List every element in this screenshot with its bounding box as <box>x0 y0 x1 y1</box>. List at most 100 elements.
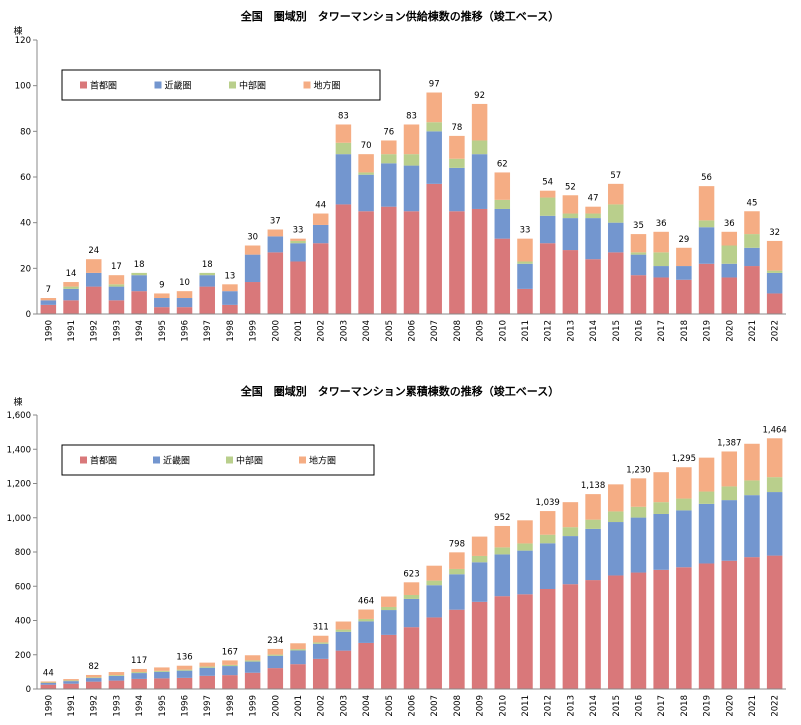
bar-segment-首都圏 <box>176 307 193 314</box>
annual-supply-chart-panel: 全国 圏域別 タワーマンション供給棟数の推移（竣工ベース） 棟 0 20 40 60 8… <box>0 0 801 352</box>
bar-segment-首都圏 <box>608 252 624 314</box>
bar-segment-中部圏 <box>653 252 669 267</box>
bar-total-label: 97 <box>429 80 440 90</box>
x-tick-label: 2013 <box>566 695 576 717</box>
chart-title: 全国 圏域別 タワーマンション供給棟数の推移（竣工ベース） <box>240 9 559 23</box>
bar-segment-地方圏 <box>449 552 465 569</box>
bar-segment-首都圏 <box>562 584 579 689</box>
bar-segment-地方圏 <box>517 520 533 544</box>
bar-segment-近畿圏 <box>766 272 783 294</box>
y-tick-label: 600 <box>15 582 31 592</box>
bar-segment-首都圏 <box>222 675 238 689</box>
y-tick-label: 1,200 <box>7 480 31 490</box>
bar-segment-首都圏 <box>244 282 261 314</box>
y-tick-label: 0 <box>26 310 31 320</box>
bar-segment-近畿圏 <box>562 218 579 251</box>
bar-segment-地方圏 <box>449 135 465 159</box>
bar-segment-首都圏 <box>154 678 170 689</box>
legend-swatch-中部圏 <box>229 81 236 89</box>
bar-total-label: 56 <box>701 173 712 183</box>
bar-total-label: 83 <box>406 111 417 121</box>
bar-segment-近畿圏 <box>131 275 147 292</box>
bar-segment-中部圏 <box>131 672 147 674</box>
x-tick-label: 1999 <box>249 320 259 342</box>
bar-segment-中部圏 <box>471 140 488 155</box>
bar-segment-中部圏 <box>744 234 760 248</box>
x-tick-label: 2000 <box>271 320 281 342</box>
bar-segment-中部圏 <box>517 543 533 551</box>
legend-label-中部圏: 中部圏 <box>236 455 263 467</box>
bar-segment-近畿圏 <box>653 513 669 570</box>
bar-segment-地方圏 <box>381 596 397 607</box>
bar-total-label: 44 <box>315 201 326 211</box>
bar-segment-首都圏 <box>426 617 442 689</box>
bar-segment-地方圏 <box>108 275 125 285</box>
bar-total-label: 234 <box>267 636 283 646</box>
y-tick-label: 100 <box>15 82 31 92</box>
bar-segment-首都圏 <box>698 563 715 689</box>
bar-segment-近畿圏 <box>403 165 420 212</box>
bar-segment-地方圏 <box>335 621 352 630</box>
x-tick-label: 2005 <box>385 320 395 342</box>
y-tick-label: 80 <box>20 127 31 137</box>
bar-segment-地方圏 <box>766 438 783 478</box>
bar-segment-近畿圏 <box>676 266 692 280</box>
x-tick-label: 2007 <box>430 695 440 717</box>
y-tick-label: 400 <box>15 617 31 627</box>
x-tick-label: 2003 <box>339 320 349 342</box>
legend-swatch-中部圏 <box>226 456 233 464</box>
bar-segment-地方圏 <box>585 206 601 214</box>
bar-segment-首都圏 <box>199 675 215 689</box>
bar-total-label: 92 <box>474 91 485 101</box>
cumulative-chart: 全国 圏域別 タワーマンション累積棟数の推移（竣工ベース） 棟 0 200 400 6… <box>7 384 787 717</box>
x-tick-label: 1990 <box>44 695 54 717</box>
bar-segment-近畿圏 <box>267 655 284 669</box>
bar-segment-中部圏 <box>630 506 647 518</box>
bar-segment-地方圏 <box>630 478 647 507</box>
bar-segment-首都圏 <box>403 211 420 314</box>
bar-segment-中部圏 <box>608 511 624 523</box>
bar-segment-中部圏 <box>335 629 352 632</box>
bar-segment-近畿圏 <box>199 275 215 287</box>
bar-segment-中部圏 <box>449 568 465 575</box>
bar-segment-首都圏 <box>653 569 669 689</box>
y-tick-label: 120 <box>15 36 31 46</box>
bar-segment-首都圏 <box>312 243 329 314</box>
bar-segment-中部圏 <box>608 204 624 223</box>
bar-segment-近畿圏 <box>312 224 329 244</box>
y-axis-unit-label: 棟 <box>13 25 22 37</box>
y-tick-label: 1,000 <box>7 514 31 524</box>
bar-segment-近畿圏 <box>222 291 238 305</box>
bar-segment-中部圏 <box>539 534 556 544</box>
legend-swatch-地方圏 <box>303 81 311 89</box>
x-tick-label: 2000 <box>271 695 281 717</box>
bar-segment-近畿圏 <box>244 254 261 283</box>
bar-segment-中部圏 <box>108 284 125 287</box>
bar-segment-地方圏 <box>40 298 57 301</box>
bar-total-label: 464 <box>358 597 374 607</box>
bar-segment-中部圏 <box>381 154 397 164</box>
bar-total-label: 952 <box>494 513 510 523</box>
bar-segment-地方圏 <box>312 213 329 225</box>
bar-segment-地方圏 <box>721 451 738 487</box>
x-tick-label: 1996 <box>181 320 191 342</box>
bar-segment-地方圏 <box>40 681 57 683</box>
bar-segment-近畿圏 <box>63 288 79 301</box>
bar-segment-首都圏 <box>721 277 738 314</box>
bar-segment-近畿圏 <box>517 550 533 595</box>
x-tick-label: 1993 <box>112 695 122 717</box>
bar-total-label: 62 <box>497 159 508 169</box>
bar-segment-中部圏 <box>244 660 261 662</box>
x-tick-label: 2022 <box>771 320 781 342</box>
bar-segment-首都圏 <box>766 555 783 689</box>
bar-segment-近畿圏 <box>608 522 624 576</box>
bar-segment-地方圏 <box>154 667 170 671</box>
bar-segment-中部圏 <box>426 580 442 586</box>
x-tick-label: 2008 <box>453 695 463 717</box>
bar-segment-首都圏 <box>335 650 352 689</box>
bar-segment-近畿圏 <box>403 598 420 628</box>
x-tick-label: 1998 <box>226 695 236 717</box>
y-tick-label: 800 <box>15 548 31 558</box>
x-tick-label: 2017 <box>657 695 667 717</box>
x-tick-label: 2009 <box>476 320 486 342</box>
